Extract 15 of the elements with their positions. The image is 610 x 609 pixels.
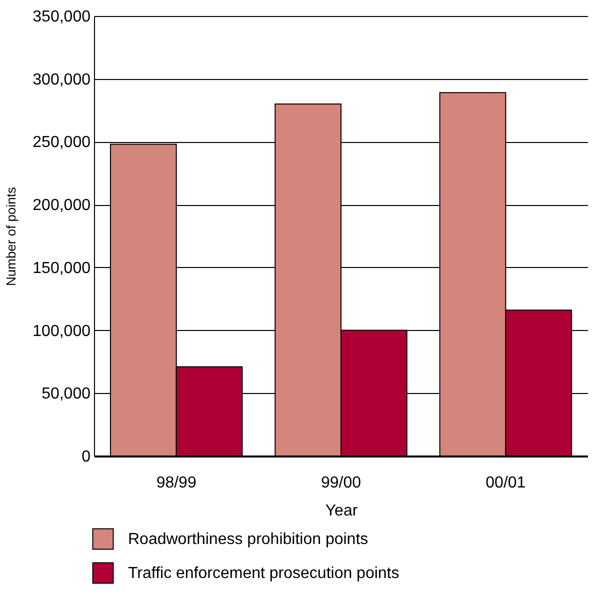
y-tick-label: 50,000 — [42, 386, 91, 403]
x-axis-title: Year — [325, 502, 358, 520]
y-tick-label: 300,000 — [32, 71, 91, 88]
y-tick-label: 150,000 — [32, 260, 91, 277]
y-tick-label: 200,000 — [32, 197, 91, 214]
x-tick-label: 98/99 — [156, 474, 196, 492]
legend-label: Roadworthiness prohibition points — [128, 531, 368, 548]
y-tick-label: 0 — [82, 448, 91, 466]
y-tick-label: 250,000 — [32, 134, 91, 152]
y-tick-label: 100,000 — [32, 322, 91, 340]
legend-label: Traffic enforcement prosecution points — [128, 565, 400, 582]
x-tick-label: 99/00 — [320, 474, 362, 492]
y-tick-label: 350,000 — [32, 8, 91, 26]
x-tick-label: 00/01 — [486, 474, 526, 492]
y-axis-title: Number of points — [4, 186, 19, 286]
